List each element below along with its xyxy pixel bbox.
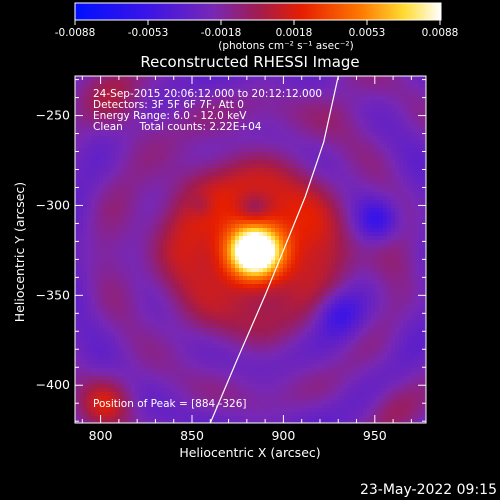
plot-frame <box>74 75 427 424</box>
colorbar-tick-label-4: 0.0053 <box>349 27 386 39</box>
heatmap-image <box>75 76 426 423</box>
colorbar-ticks <box>74 20 441 25</box>
x-tick-label-0: 800 <box>89 428 113 443</box>
chart-title: Reconstructed RHESSI Image <box>140 53 359 71</box>
annotation-clean-counts: Clean Total counts: 2.22E+04 <box>93 121 262 133</box>
y-tick-label-3: −400 <box>36 377 70 392</box>
x-tick-label-3: 950 <box>363 428 387 443</box>
x-tick-label-2: 900 <box>271 428 295 443</box>
solar-limb-curve <box>209 76 339 423</box>
plot-area <box>75 76 426 423</box>
y-axis-label: Heliocentric Y (arcsec) <box>12 182 27 322</box>
y-tick-label-1: −300 <box>36 197 70 212</box>
colorbar-tick-label-2: -0.0018 <box>201 27 242 39</box>
y-tick-label-2: −350 <box>36 287 70 302</box>
colorbar-unit-label: (photons cm⁻² s⁻¹ asec⁻²) <box>218 40 353 52</box>
axes: 800 850 900 950 −250 −300 −350 −400 <box>36 76 426 443</box>
x-tick-label-1: 850 <box>180 428 204 443</box>
colorbar <box>74 2 442 21</box>
peak-position-label: Position of Peak = [884,-326] <box>93 398 247 410</box>
annotation-detectors: Detectors: 3F 5F 6F 7F, Att 0 <box>93 99 244 111</box>
y-tick-label-0: −250 <box>36 108 70 123</box>
colorbar-tick-label-1: -0.0053 <box>128 27 169 39</box>
colorbar-tick-label-5: 0.0088 <box>422 27 459 39</box>
colorbar-tick-label-0: -0.0088 <box>55 27 96 39</box>
annotation-time-range: 24-Sep-2015 20:06:12.000 to 20:12:12.000 <box>93 88 322 100</box>
annotation-energy-range: Energy Range: 6.0 - 12.0 keV <box>93 110 247 122</box>
colorbar-tick-label-3: 0.0018 <box>276 27 313 39</box>
timestamp: 23-May-2022 09:15 <box>360 482 497 498</box>
x-axis-label: Heliocentric X (arcsec) <box>179 445 320 460</box>
